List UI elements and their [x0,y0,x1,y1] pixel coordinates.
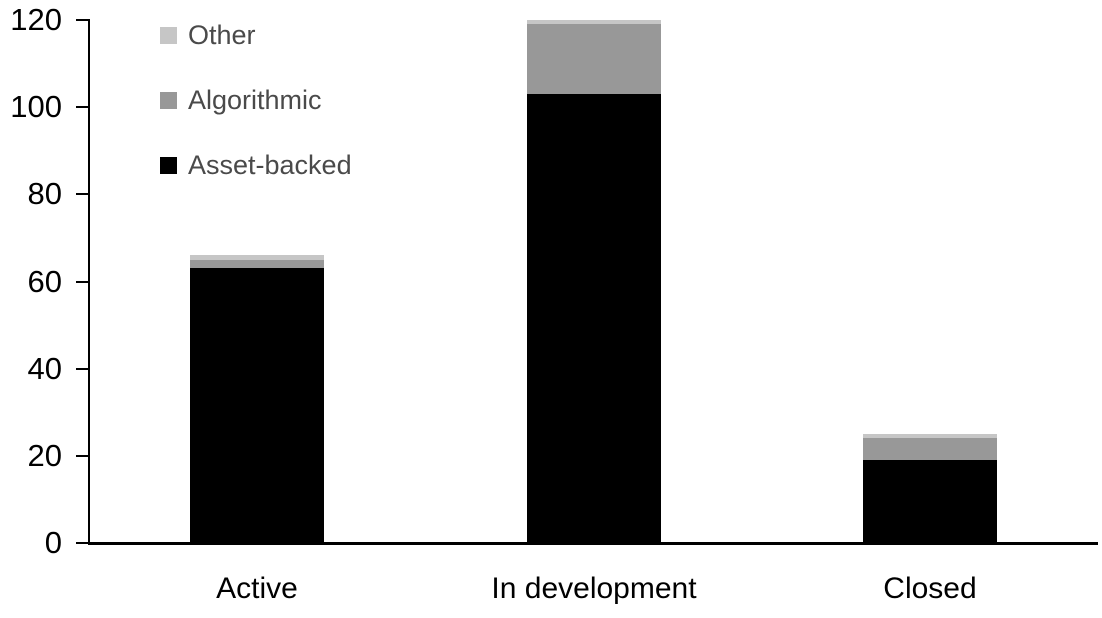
bar-segment-other-in-development [527,20,661,25]
x-axis-category-label: Closed [883,572,977,605]
y-axis-tick-label: 40 [27,350,62,386]
y-axis-tick [76,19,88,21]
bar-segment-asset-backed-active [190,268,324,543]
bar-segment-other-closed [863,434,997,439]
legend-item-other: Other [160,18,352,52]
x-axis [88,542,1098,545]
bar-segment-asset-backed-closed [863,460,997,543]
legend-item-algorithmic: Algorithmic [160,83,352,117]
bar-segment-asset-backed-in-development [527,94,661,543]
legend-label-asset-backed: Asset-backed [188,149,352,180]
legend-swatch-other-icon [160,26,177,44]
y-axis-tick-label: 80 [27,176,62,212]
x-axis-category-label: Active [216,572,298,605]
y-axis-tick [76,106,88,109]
legend-item-asset-backed: Asset-backed [160,148,352,182]
y-axis-tick [76,193,88,196]
bar-segment-algorithmic-active [190,259,324,269]
bar-segment-other-active [190,255,324,260]
y-axis-tick-label: 60 [27,263,62,299]
legend-swatch-asset-backed-icon [160,156,177,174]
legend-swatch-algorithmic-icon [160,91,177,109]
y-axis-tick-label: 20 [27,437,62,473]
chart-legend: Other Algorithmic Asset-backed [160,18,352,213]
legend-label-other: Other [188,19,256,50]
y-axis-tick [76,542,88,544]
y-axis-tick-label: 100 [10,89,62,125]
y-axis-tick [76,367,88,370]
y-axis-tick-label: 120 [10,2,62,37]
legend-label-algorithmic: Algorithmic [188,84,322,115]
bar-segment-algorithmic-closed [863,438,997,461]
bar-segment-algorithmic-in-development [527,24,661,95]
y-axis-tick [76,280,88,283]
y-axis-tick-label: 0 [44,525,62,560]
y-axis [88,19,90,545]
y-axis-tick [76,454,88,457]
x-axis-category-label: In development [491,572,697,605]
